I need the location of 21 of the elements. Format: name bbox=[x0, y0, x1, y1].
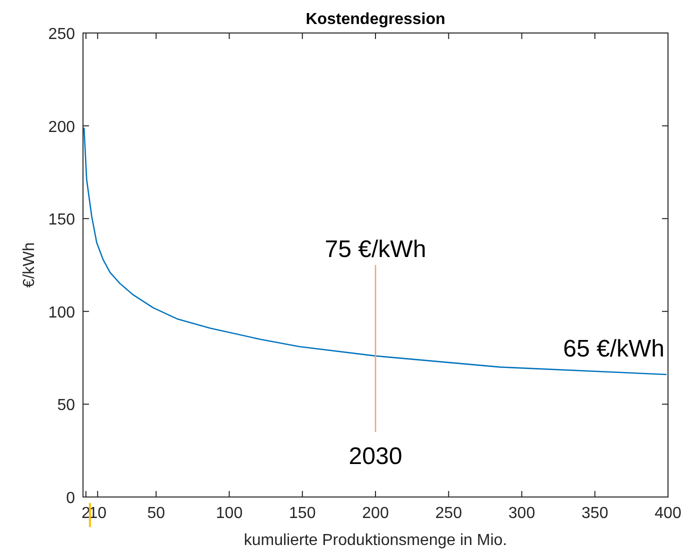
y-tick-label: 250 bbox=[48, 26, 76, 43]
annotation: 2030 bbox=[348, 443, 402, 470]
y-tick-label: 0 bbox=[66, 490, 76, 507]
x-tick-label: 350 bbox=[582, 505, 608, 522]
annotation: 75 €/kWh bbox=[324, 236, 426, 263]
x-tick-label: 100 bbox=[216, 505, 243, 522]
x-tick-label: 150 bbox=[289, 505, 316, 522]
x-tick-label: 50 bbox=[147, 505, 166, 522]
y-axis-title: €/kWh bbox=[21, 242, 38, 288]
chart-title: Kostendegression bbox=[306, 11, 446, 28]
x-tick-label: 250 bbox=[435, 505, 462, 522]
y-tick-label: 200 bbox=[48, 118, 76, 136]
y-tick-label: 150 bbox=[48, 212, 76, 229]
y-tick-label: 50 bbox=[57, 397, 76, 414]
x-tick-label: 400 bbox=[654, 505, 682, 522]
y-tick-label: 100 bbox=[48, 304, 76, 322]
annotation: 65 €/kWh bbox=[563, 336, 665, 363]
x-tick-label: 200 bbox=[362, 505, 389, 522]
x-axis-title: kumulierte Produktionsmenge in Mio. bbox=[244, 532, 508, 549]
line-series bbox=[83, 127, 668, 376]
x-tick-label: 300 bbox=[508, 505, 536, 522]
